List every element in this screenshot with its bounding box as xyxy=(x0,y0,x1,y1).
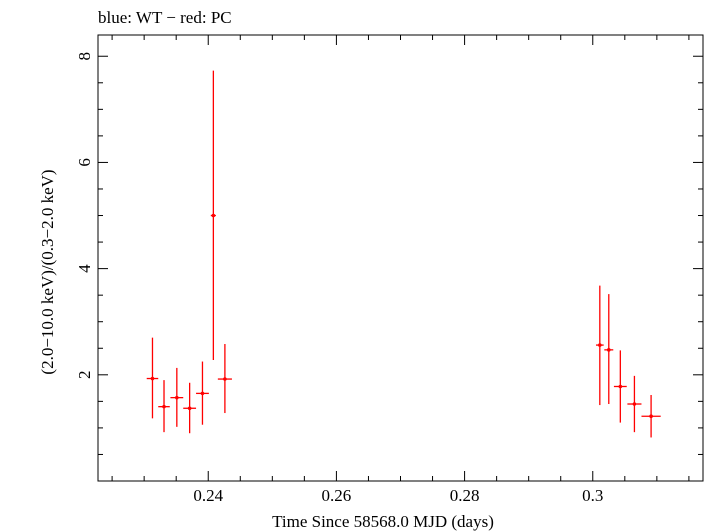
data-point xyxy=(604,294,614,405)
point-marker xyxy=(598,343,602,347)
x-tick-label: 0.3 xyxy=(582,486,603,505)
data-point xyxy=(595,285,604,406)
data-point xyxy=(613,350,627,423)
point-marker xyxy=(632,402,637,406)
point-marker xyxy=(200,391,205,396)
y-tick-label: 4 xyxy=(75,264,94,273)
point-marker xyxy=(175,395,179,400)
point-marker xyxy=(162,404,166,409)
y-tick-label: 6 xyxy=(75,158,94,167)
data-point xyxy=(196,361,209,425)
data-point xyxy=(210,70,216,360)
y-tick-label: 8 xyxy=(75,52,94,61)
data-point xyxy=(170,367,184,427)
axis-ticks: 0.24 0.26 0.28 0.3 2 4 6 8 xyxy=(75,35,703,505)
y-axis-label: (2.0−10.0 keV)/(0.3−2.0 keV) xyxy=(38,169,57,374)
x-tick-label: 0.28 xyxy=(450,486,480,505)
x-tick-label: 0.24 xyxy=(193,486,223,505)
data-point xyxy=(627,375,642,433)
point-marker xyxy=(606,348,611,352)
x-tick-label: 0.26 xyxy=(322,486,352,505)
data-point xyxy=(183,382,197,434)
x-axis-label: Time Since 58568.0 MJD (days) xyxy=(272,512,494,531)
data-points xyxy=(146,70,661,438)
point-marker xyxy=(211,213,216,218)
point-marker xyxy=(223,377,227,381)
point-marker xyxy=(150,376,155,381)
data-point xyxy=(158,380,170,433)
legend-text: blue: WT − red: PC xyxy=(98,8,232,27)
plot-frame xyxy=(97,34,704,482)
y-tick-label: 2 xyxy=(75,371,94,380)
point-marker xyxy=(618,384,623,389)
data-point xyxy=(217,344,232,414)
point-marker xyxy=(187,406,192,411)
point-marker xyxy=(649,414,653,419)
data-point xyxy=(146,337,159,419)
data-point xyxy=(641,394,661,438)
